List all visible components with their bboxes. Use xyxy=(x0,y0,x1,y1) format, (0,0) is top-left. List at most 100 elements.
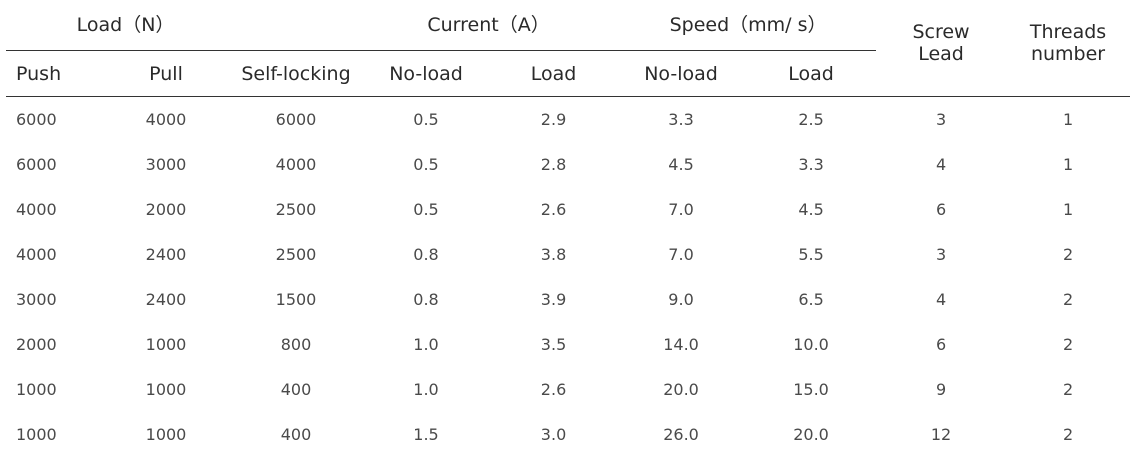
cell-current-load: 3.5 xyxy=(491,322,616,367)
cell-self-locking: 4000 xyxy=(231,142,361,187)
cell-speed-noload: 7.0 xyxy=(616,232,746,277)
load-group-label: Load（N） xyxy=(77,14,175,36)
cell-self-locking: 400 xyxy=(231,367,361,412)
cell-screw-lead: 3 xyxy=(876,97,1006,143)
screw-lead-label-line2: Lead xyxy=(918,43,964,65)
threads-label-line2: number xyxy=(1031,43,1105,65)
cell-speed-load: 15.0 xyxy=(746,367,876,412)
cell-screw-lead: 4 xyxy=(876,142,1006,187)
cell-current-noload: 0.8 xyxy=(361,232,491,277)
cell-push: 6000 xyxy=(6,97,101,143)
cell-push: 6000 xyxy=(6,142,101,187)
cell-screw-lead: 9 xyxy=(876,367,1006,412)
cell-pull: 1000 xyxy=(101,412,231,457)
threads-label-line1: Threads xyxy=(1030,21,1106,43)
cell-current-noload: 0.8 xyxy=(361,277,491,322)
cell-current-load: 2.8 xyxy=(491,142,616,187)
cell-speed-load: 5.5 xyxy=(746,232,876,277)
table-body: 6000 4000 6000 0.5 2.9 3.3 2.5 3 1 6000 … xyxy=(6,97,1130,457)
cell-current-noload: 0.5 xyxy=(361,142,491,187)
load-group-header: Load（N） xyxy=(6,0,361,51)
cell-speed-load: 4.5 xyxy=(746,187,876,232)
screw-lead-header: Screw Lead xyxy=(876,0,1006,97)
current-group-label: Current（A） xyxy=(427,14,549,36)
table-row: 1000 1000 400 1.5 3.0 26.0 20.0 12 2 xyxy=(6,412,1130,457)
table-row: 2000 1000 800 1.0 3.5 14.0 10.0 6 2 xyxy=(6,322,1130,367)
table-header: Load（N） Current（A） Speed（mm/ s） Screw Le… xyxy=(6,0,1130,97)
cell-speed-load: 3.3 xyxy=(746,142,876,187)
speed-group-label: Speed（mm/ s） xyxy=(670,14,827,36)
cell-current-load: 3.8 xyxy=(491,232,616,277)
cell-push: 1000 xyxy=(6,412,101,457)
cell-speed-noload: 9.0 xyxy=(616,277,746,322)
cell-speed-noload: 26.0 xyxy=(616,412,746,457)
cell-speed-load: 6.5 xyxy=(746,277,876,322)
cell-push: 4000 xyxy=(6,187,101,232)
cell-screw-lead: 4 xyxy=(876,277,1006,322)
cell-current-load: 2.6 xyxy=(491,187,616,232)
cell-threads-number: 2 xyxy=(1006,232,1130,277)
cell-speed-load: 10.0 xyxy=(746,322,876,367)
cell-push: 4000 xyxy=(6,232,101,277)
table-row: 1000 1000 400 1.0 2.6 20.0 15.0 9 2 xyxy=(6,367,1130,412)
threads-number-header: Threads number xyxy=(1006,0,1130,97)
cell-threads-number: 2 xyxy=(1006,277,1130,322)
cell-current-noload: 1.0 xyxy=(361,322,491,367)
cell-speed-noload: 20.0 xyxy=(616,367,746,412)
cell-threads-number: 1 xyxy=(1006,142,1130,187)
cell-speed-noload: 14.0 xyxy=(616,322,746,367)
cell-current-noload: 0.5 xyxy=(361,187,491,232)
self-locking-header: Self-locking xyxy=(231,51,361,97)
cell-pull: 3000 xyxy=(101,142,231,187)
cell-pull: 1000 xyxy=(101,367,231,412)
cell-current-noload: 0.5 xyxy=(361,97,491,143)
cell-threads-number: 1 xyxy=(1006,97,1130,143)
cell-screw-lead: 12 xyxy=(876,412,1006,457)
actuator-spec-table: Load（N） Current（A） Speed（mm/ s） Screw Le… xyxy=(6,0,1130,457)
cell-speed-load: 2.5 xyxy=(746,97,876,143)
current-noload-header: No-load xyxy=(361,51,491,97)
cell-pull: 2400 xyxy=(101,277,231,322)
header-group-row: Load（N） Current（A） Speed（mm/ s） Screw Le… xyxy=(6,0,1130,51)
cell-current-load: 2.9 xyxy=(491,97,616,143)
cell-screw-lead: 3 xyxy=(876,232,1006,277)
cell-pull: 4000 xyxy=(101,97,231,143)
cell-self-locking: 400 xyxy=(231,412,361,457)
cell-speed-load: 20.0 xyxy=(746,412,876,457)
cell-speed-noload: 7.0 xyxy=(616,187,746,232)
push-header: Push xyxy=(6,51,101,97)
cell-current-load: 3.0 xyxy=(491,412,616,457)
cell-threads-number: 2 xyxy=(1006,412,1130,457)
cell-threads-number: 2 xyxy=(1006,322,1130,367)
cell-self-locking: 2500 xyxy=(231,187,361,232)
cell-push: 3000 xyxy=(6,277,101,322)
cell-push: 1000 xyxy=(6,367,101,412)
cell-self-locking: 800 xyxy=(231,322,361,367)
table-row: 4000 2400 2500 0.8 3.8 7.0 5.5 3 2 xyxy=(6,232,1130,277)
cell-threads-number: 2 xyxy=(1006,367,1130,412)
table-row: 3000 2400 1500 0.8 3.9 9.0 6.5 4 2 xyxy=(6,277,1130,322)
cell-pull: 2000 xyxy=(101,187,231,232)
cell-speed-noload: 4.5 xyxy=(616,142,746,187)
pull-header: Pull xyxy=(101,51,231,97)
cell-pull: 1000 xyxy=(101,322,231,367)
cell-threads-number: 1 xyxy=(1006,187,1130,232)
cell-current-noload: 1.0 xyxy=(361,367,491,412)
cell-current-load: 3.9 xyxy=(491,277,616,322)
cell-screw-lead: 6 xyxy=(876,322,1006,367)
cell-self-locking: 6000 xyxy=(231,97,361,143)
cell-self-locking: 2500 xyxy=(231,232,361,277)
screw-lead-label-line1: Screw xyxy=(912,21,969,43)
speed-load-header: Load xyxy=(746,51,876,97)
cell-self-locking: 1500 xyxy=(231,277,361,322)
current-group-header: Current（A） xyxy=(361,0,616,51)
spec-table-container: Load（N） Current（A） Speed（mm/ s） Screw Le… xyxy=(6,0,1130,456)
cell-current-load: 2.6 xyxy=(491,367,616,412)
cell-speed-noload: 3.3 xyxy=(616,97,746,143)
table-row: 6000 3000 4000 0.5 2.8 4.5 3.3 4 1 xyxy=(6,142,1130,187)
cell-screw-lead: 6 xyxy=(876,187,1006,232)
cell-current-noload: 1.5 xyxy=(361,412,491,457)
current-load-header: Load xyxy=(491,51,616,97)
table-row: 4000 2000 2500 0.5 2.6 7.0 4.5 6 1 xyxy=(6,187,1130,232)
table-row: 6000 4000 6000 0.5 2.9 3.3 2.5 3 1 xyxy=(6,97,1130,143)
